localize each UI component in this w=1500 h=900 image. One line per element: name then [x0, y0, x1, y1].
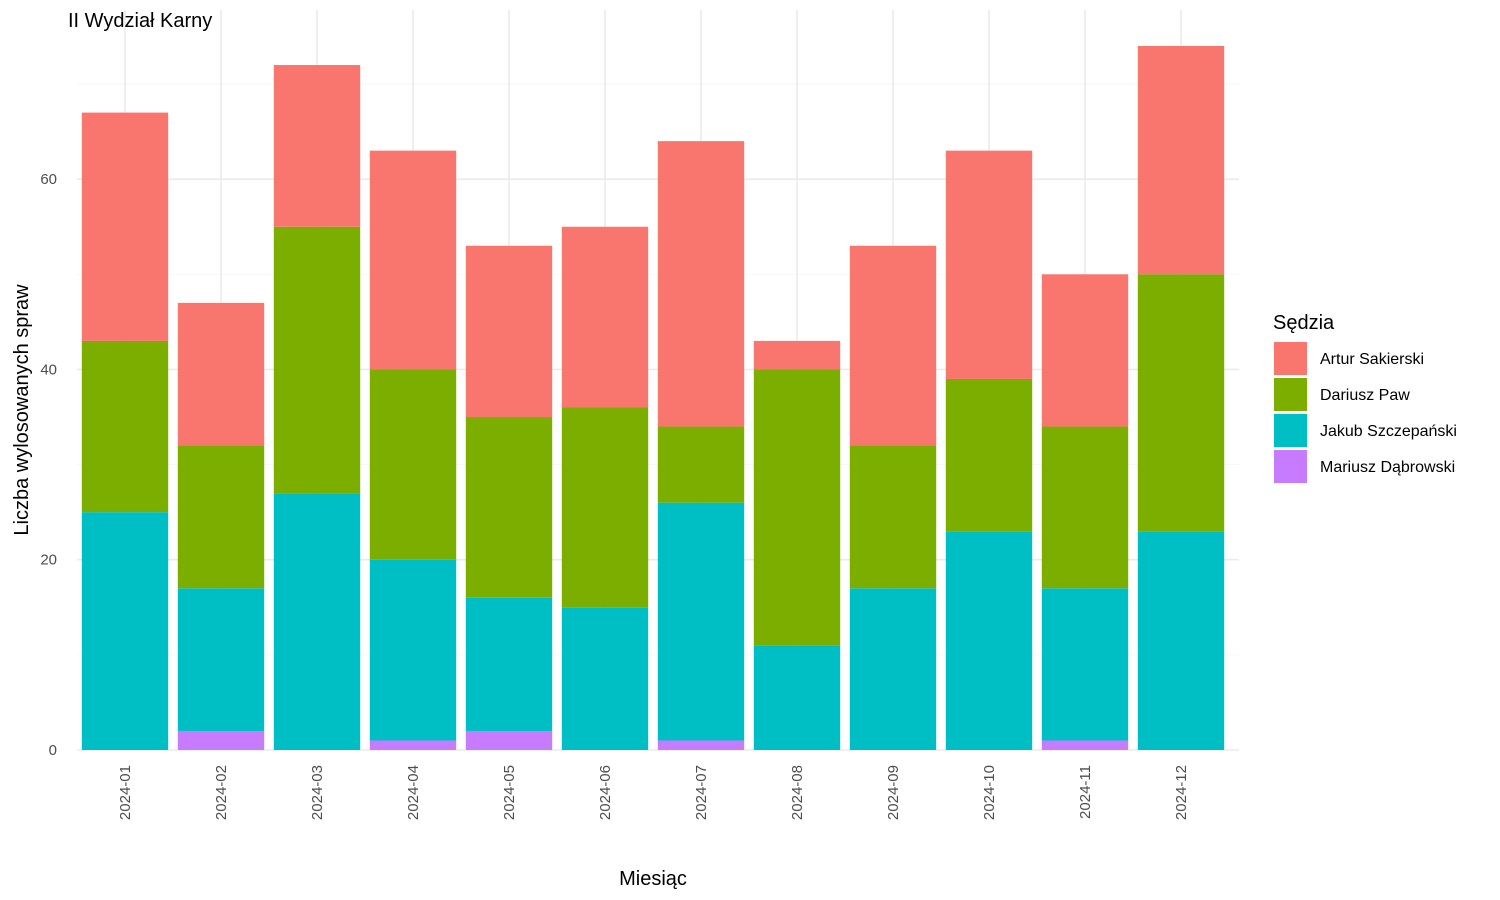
legend-title: Sędzia [1273, 312, 1335, 334]
bar-segment [465, 245, 553, 418]
x-tick-label: 2024-12 [1173, 765, 1190, 820]
x-tick-label: 2024-04 [405, 765, 422, 820]
y-tick-label: 0 [49, 742, 57, 759]
bar-segment [945, 150, 1033, 379]
x-axis-title: Miesiąc [619, 868, 687, 890]
bar-segment [1137, 274, 1225, 532]
bar-segment [273, 493, 361, 750]
legend-label: Jakub Szczepański [1320, 423, 1457, 440]
x-axis-ticks: 2024-01 2024-02 2024-03 2024-04 2024-05 2024-… [117, 765, 1190, 820]
y-axis-ticks: 0 20 40 60 [40, 171, 57, 759]
bar-segment [1041, 426, 1129, 589]
x-tick-label: 2024-08 [789, 765, 806, 820]
legend: Sędzia Artur Sakierski Dariusz Paw Jakub S… [1273, 312, 1457, 483]
bar-segment [657, 141, 745, 427]
bar-segment [369, 150, 457, 370]
bar-segment [273, 65, 361, 227]
bar-segment [945, 378, 1033, 532]
bar-segment [369, 369, 457, 560]
bar-segment [465, 597, 553, 731]
bar-segment [657, 502, 745, 741]
bars [81, 46, 1225, 750]
legend-label: Dariusz Paw [1320, 387, 1410, 404]
bar-segment [849, 588, 937, 750]
bar-segment [753, 340, 841, 370]
bar-segment [1041, 274, 1129, 427]
bar-segment [1137, 531, 1225, 750]
bar-segment [945, 531, 1033, 750]
x-tick-label: 2024-06 [597, 765, 614, 820]
bar-segment [177, 730, 265, 750]
bar-segment [177, 445, 265, 589]
bar-segment [849, 445, 937, 589]
bar-segment [849, 245, 937, 446]
legend-label: Artur Sakierski [1320, 351, 1424, 368]
x-tick-label: 2024-05 [501, 765, 518, 820]
x-tick-label: 2024-01 [117, 765, 134, 820]
y-axis-title: Liczba wylosowanych spraw [11, 284, 33, 536]
bar-segment [177, 302, 265, 446]
legend-key [1274, 342, 1307, 375]
legend-key [1274, 414, 1307, 447]
y-tick-label: 60 [40, 171, 57, 188]
bar-segment [657, 740, 745, 750]
bar-segment [561, 407, 649, 608]
x-tick-label: 2024-07 [693, 765, 710, 820]
bar-segment [1041, 588, 1129, 741]
y-tick-label: 20 [40, 552, 57, 569]
chart-title: II Wydział Karny [68, 10, 212, 32]
x-tick-label: 2024-11 [1077, 765, 1094, 819]
bar-segment [1041, 740, 1129, 750]
x-tick-label: 2024-09 [885, 765, 902, 820]
bar-segment [753, 369, 841, 646]
y-tick-label: 40 [40, 361, 57, 378]
legend-label: Mariusz Dąbrowski [1320, 459, 1455, 476]
bar-segment [369, 559, 457, 741]
bar-segment [81, 340, 169, 513]
x-tick-label: 2024-10 [981, 765, 998, 820]
bar-segment [465, 730, 553, 750]
bar-segment [657, 426, 745, 503]
bar-segment [369, 740, 457, 750]
bar-segment [465, 417, 553, 598]
bar-segment [273, 226, 361, 494]
bar-segment [81, 512, 169, 750]
bar-segment [81, 112, 169, 341]
x-tick-label: 2024-03 [309, 765, 326, 820]
bar-segment [1137, 46, 1225, 275]
x-tick-label: 2024-02 [213, 765, 230, 820]
legend-key [1274, 378, 1307, 411]
bar-segment [177, 588, 265, 731]
bar-segment [753, 645, 841, 750]
legend-key [1274, 450, 1307, 483]
bar-segment [561, 607, 649, 750]
bar-segment [561, 226, 649, 408]
